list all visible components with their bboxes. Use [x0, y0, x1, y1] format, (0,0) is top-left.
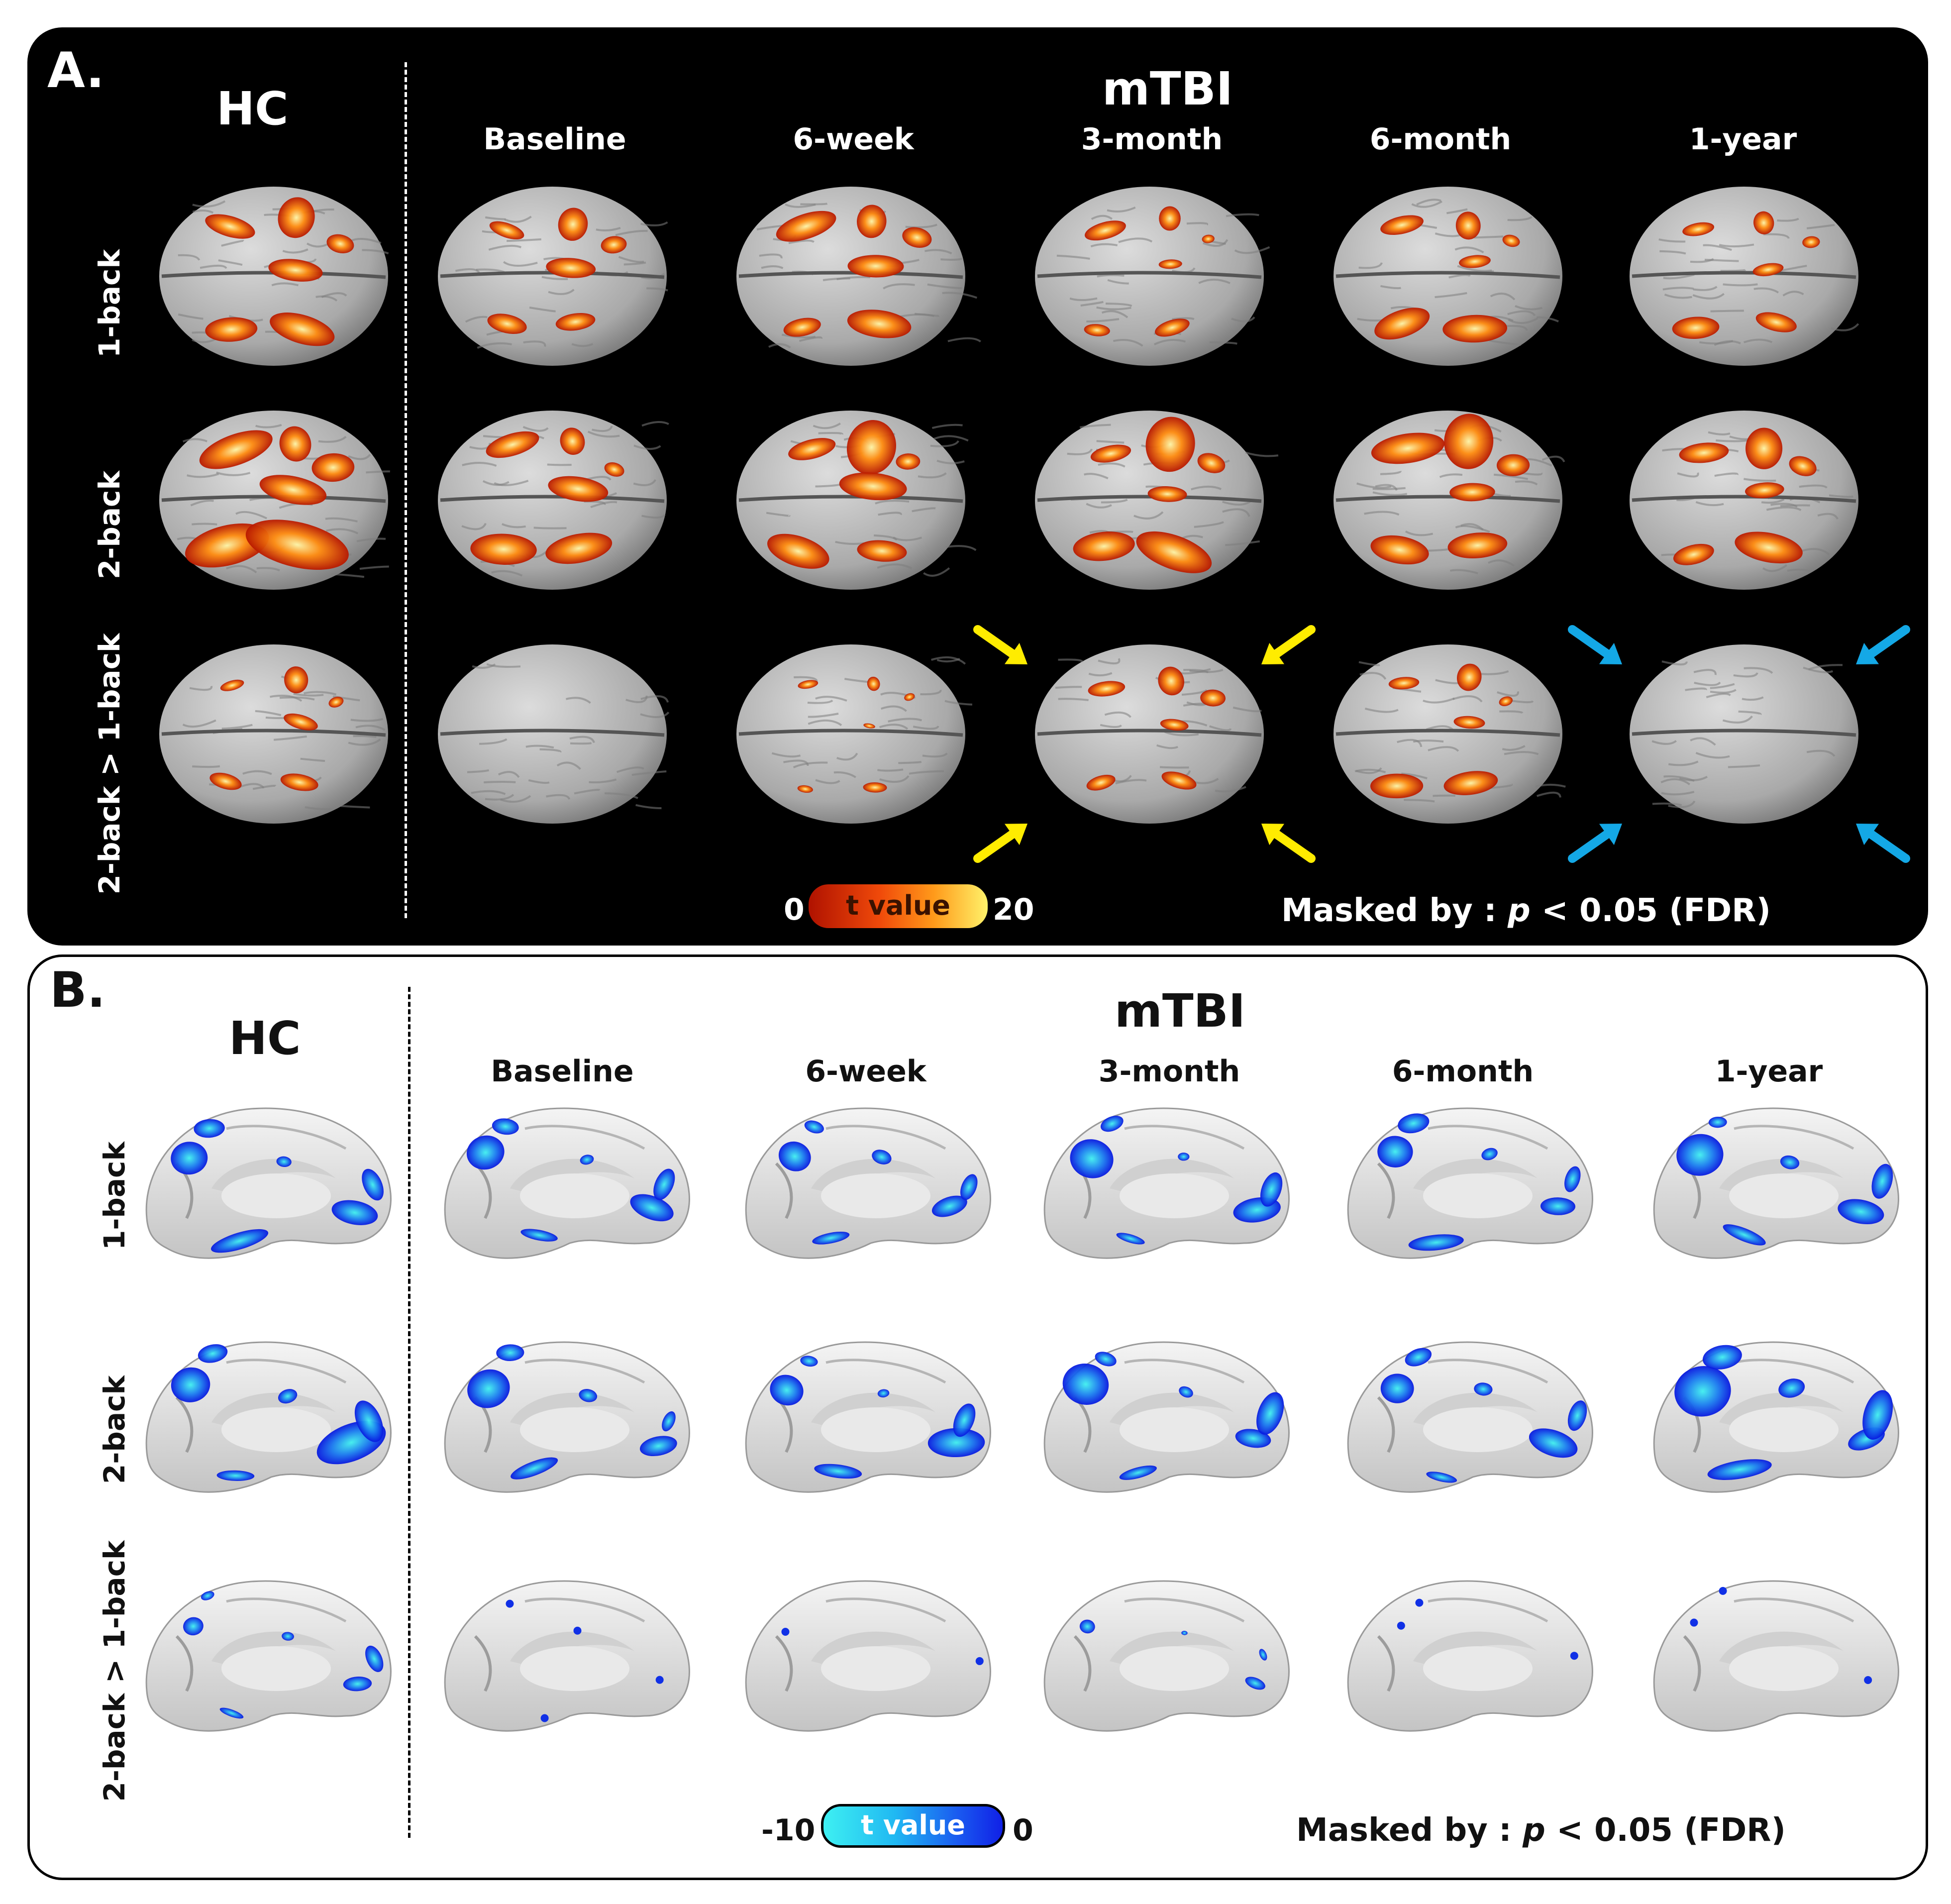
panel-b-hc-label: HC: [229, 1012, 301, 1065]
panel-a-letter: A.: [47, 42, 104, 99]
brain-a-1-back-6-week: [736, 187, 981, 366]
panel-b: B. HC mTBI Baseline 6-week 3-month 6-mon…: [27, 954, 1928, 1880]
panel-b-cbar-max: 0: [1013, 1813, 1033, 1848]
panel-b-colorbar-label: t value: [861, 1809, 965, 1841]
panel-b-mtbi-label: mTBI: [1115, 984, 1245, 1038]
panel-b-cbar-min: -10: [761, 1813, 816, 1848]
panel-b-mask-note: Masked by : p < 0.05 (FDR): [1296, 1812, 1786, 1849]
brain-b-1-back-hc: [145, 1107, 392, 1259]
brain-b-2-back-baseline: [444, 1341, 690, 1493]
brain-b-1-back-3-month: [1043, 1107, 1290, 1259]
mask-prefix: Masked by :: [1281, 892, 1497, 929]
brain-b-contrast-6-week: [745, 1580, 991, 1732]
brain-b-2-back-hc: [145, 1341, 392, 1493]
brain-b-1-back-6-week: [745, 1107, 991, 1259]
brain-b-contrast-1-year: [1653, 1580, 1899, 1732]
panel-a-tp-6-week: 6-week: [793, 122, 914, 157]
panel-b-tp-3-month: 3-month: [1098, 1054, 1240, 1089]
panel-a-mask-note: Masked by : p < 0.05 (FDR): [1281, 892, 1771, 929]
brain-b-1-back-1-year: [1653, 1107, 1899, 1259]
brain-b-2-back-6-month: [1347, 1341, 1593, 1493]
panel-a-hc-label: HC: [216, 82, 289, 135]
brain-b-contrast-baseline: [444, 1580, 690, 1732]
mask-suffix: < 0.05 (FDR): [1541, 892, 1771, 929]
panel-b-divider: [408, 987, 411, 1838]
brain-a-contrast-3-month: [1035, 644, 1264, 824]
panel-b-row-1-back: 1-back: [98, 1141, 131, 1251]
panel-a-divider: [405, 62, 407, 918]
brain-a-2-back-6-week: [736, 411, 977, 590]
panel-a-cbar-max: 20: [993, 892, 1034, 927]
brain-b-1-back-baseline: [444, 1107, 690, 1259]
brain-b-contrast-hc: [145, 1580, 392, 1732]
mask-p: p: [1508, 892, 1531, 929]
brain-b-1-back-6-month: [1347, 1107, 1593, 1259]
panel-b-letter: B.: [50, 962, 105, 1019]
brain-a-1-back-1-year: [1630, 187, 1859, 366]
brain-a-contrast-6-week: [736, 644, 973, 824]
brain-a-contrast-6-month: [1334, 644, 1566, 824]
brain-a-2-back-hc: [159, 411, 391, 590]
brain-b-2-back-1-year: [1653, 1341, 1899, 1493]
panel-b-tp-1-year: 1-year: [1715, 1054, 1823, 1089]
panel-a-tp-6-month: 6-month: [1369, 122, 1512, 157]
brain-a-1-back-6-month: [1334, 187, 1562, 366]
panel-b-colorbar: t value: [821, 1804, 1005, 1848]
brain-a-contrast-hc: [159, 644, 388, 824]
brain-b-contrast-6-month: [1347, 1580, 1593, 1732]
mask-prefix: Masked by :: [1296, 1812, 1512, 1849]
panel-a: A. HC mTBI Baseline 6-week 3-month 6-mon…: [27, 27, 1928, 946]
brain-b-2-back-3-month: [1043, 1341, 1290, 1493]
panel-a-tp-baseline: Baseline: [483, 122, 626, 157]
mask-suffix: < 0.05 (FDR): [1556, 1812, 1786, 1849]
brain-a-2-back-3-month: [1035, 411, 1279, 590]
brain-a-contrast-1-year: [1630, 644, 1858, 824]
panel-b-tp-6-week: 6-week: [805, 1054, 926, 1089]
panel-a-arrows: [973, 625, 1910, 863]
panel-b-row-contrast: 2-back > 1-back: [98, 1540, 131, 1802]
brain-a-1-back-hc: [159, 187, 389, 366]
brain-a-2-back-6-month: [1334, 411, 1565, 590]
panel-a-tp-1-year: 1-year: [1689, 122, 1797, 157]
panel-a-colorbar-label: t value: [846, 890, 950, 922]
brain-a-1-back-3-month: [1035, 187, 1270, 366]
brain-a-contrast-baseline: [438, 644, 670, 824]
panel-a-tp-3-month: 3-month: [1081, 122, 1223, 157]
brain-a-1-back-baseline: [438, 187, 668, 366]
panel-a-cbar-min: 0: [784, 892, 805, 927]
brain-a-2-back-1-year: [1630, 411, 1858, 590]
panel-a-colorbar: t value: [809, 884, 988, 928]
brain-b-contrast-3-month: [1043, 1580, 1290, 1732]
panel-b-row-2-back: 2-back: [98, 1375, 131, 1484]
brain-a-2-back-baseline: [438, 411, 669, 590]
panel-b-tp-baseline: Baseline: [491, 1054, 634, 1089]
panel-b-tp-6-month: 6-month: [1392, 1054, 1534, 1089]
brain-b-2-back-6-week: [745, 1341, 991, 1493]
mask-p: p: [1523, 1812, 1545, 1849]
panel-a-mtbi-label: mTBI: [1102, 62, 1233, 115]
